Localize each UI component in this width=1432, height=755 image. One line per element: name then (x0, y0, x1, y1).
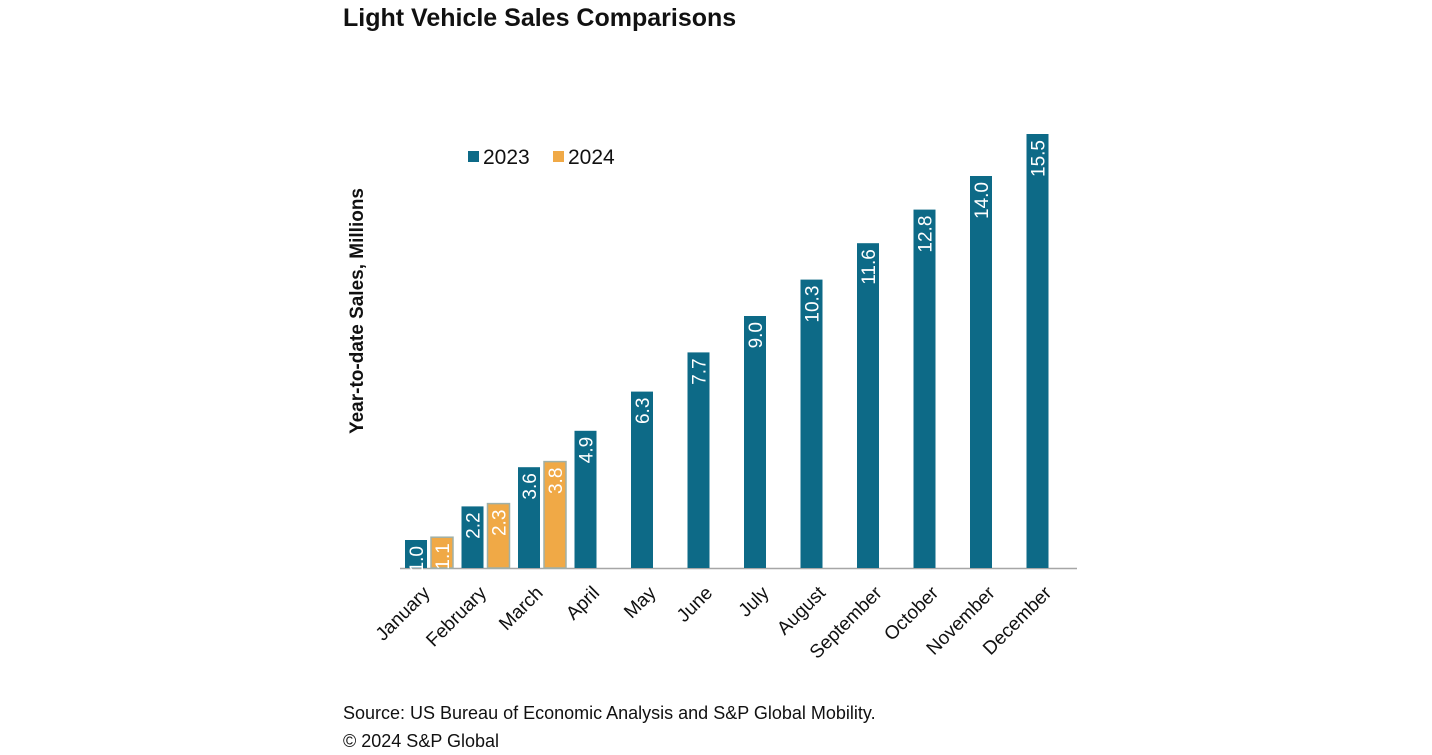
source-note: Source: US Bureau of Economic Analysis a… (343, 699, 876, 755)
legend-label-2024: 2024 (568, 146, 615, 169)
bar-2024-march (543, 460, 567, 569)
x-tick-label: May (620, 582, 661, 623)
bar-2023-march (518, 467, 540, 568)
data-label: 7.7 (690, 358, 711, 384)
data-label: 11.6 (859, 249, 880, 285)
x-tick-label: March (495, 583, 547, 635)
data-label: 10.3 (803, 286, 824, 323)
chart-title: Light Vehicle Sales Comparisons (343, 4, 737, 32)
bar-2023-april (574, 430, 597, 568)
data-label: 14.0 (972, 182, 993, 219)
legend-label-2023: 2023 (483, 146, 530, 169)
legend-swatch-2024 (553, 151, 564, 162)
bar-2023-november (970, 176, 992, 568)
data-label: 2.3 (490, 510, 511, 536)
x-tick-label: July (735, 582, 774, 621)
bar-2023-december (1026, 134, 1049, 568)
data-label: 1.0 (407, 546, 428, 572)
x-tick-label: February (422, 582, 491, 651)
source-text: Source: US Bureau of Economic Analysis a… (343, 703, 876, 723)
bar-2024-february (486, 502, 511, 569)
bar-2023-september (857, 243, 879, 568)
data-label: 4.9 (577, 437, 598, 463)
x-tick-label: June (673, 583, 717, 627)
data-label: 15.5 (1029, 140, 1050, 177)
data-label: 6.3 (633, 398, 654, 424)
x-tick-label: April (562, 583, 604, 625)
data-label: 3.8 (546, 468, 567, 494)
data-label: 9.0 (746, 322, 767, 348)
data-label: 12.8 (916, 216, 937, 253)
y-axis-title: Year-to-date Sales, Millions (347, 188, 368, 434)
bar-2023-october (913, 209, 936, 568)
data-label: 1.1 (433, 543, 454, 569)
data-label: 3.6 (520, 473, 541, 499)
bar-2023-may (631, 391, 653, 568)
legend-swatch-2023 (468, 151, 479, 162)
copyright-text: © 2024 S&P Global (343, 731, 500, 751)
x-tick-label: August (773, 582, 830, 639)
bar-2023-february (461, 506, 484, 568)
bar-2023-august (800, 279, 823, 568)
data-label: 2.2 (464, 512, 485, 538)
bar-2023-june (687, 352, 710, 568)
bar-2024-january (430, 536, 454, 569)
bar-2023-january (405, 540, 427, 568)
bar-2023-july (744, 316, 766, 568)
